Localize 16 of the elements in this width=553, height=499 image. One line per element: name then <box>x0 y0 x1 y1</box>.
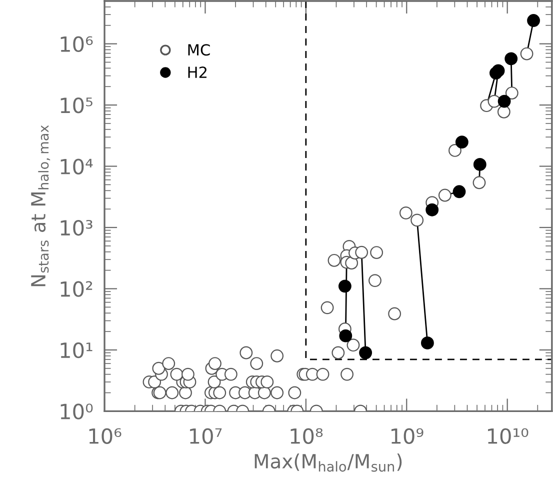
legend-label: MC <box>188 44 210 56</box>
x-tick-label: 10⁹ <box>391 428 424 444</box>
y-tick-label: 10¹ <box>60 342 92 358</box>
y-tick-label: 10² <box>60 281 92 297</box>
x-tick-label: 10⁶ <box>89 428 122 444</box>
x-axis-title: Max(M$_{halo}$/M$_{sun}$) <box>254 454 402 472</box>
y-axis-title: N$_{stars}$ at M$_{halo,max}$ <box>31 125 50 286</box>
y-tick-label: 10⁶ <box>60 36 93 52</box>
y-tick-label: 10⁴ <box>60 158 93 174</box>
x-tick-label: 10⁷ <box>190 428 222 444</box>
x-tick-label: 10⁸ <box>290 428 323 444</box>
y-tick-label: 10⁵ <box>60 97 92 114</box>
y-tick-label: 10⁰ <box>60 404 93 420</box>
y-tick-label: 10³ <box>60 220 92 236</box>
legend-label: H2 <box>188 66 206 78</box>
x-tick-label: 10¹⁰ <box>488 428 528 444</box>
